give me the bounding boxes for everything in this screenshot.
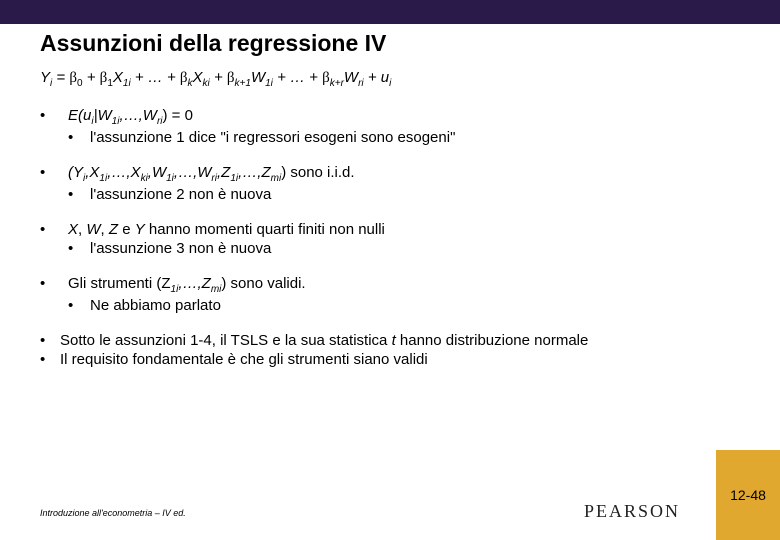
slide-content: Assunzioni della regressione IV Yi = β0 … (0, 24, 780, 368)
top-band (0, 0, 780, 24)
assumption-1-text: E(ui|W1i,…,Wri (68, 107, 163, 124)
list-item: l'assunzione 3 non è nuova (68, 240, 740, 257)
page-title: Assunzioni della regressione IV (40, 30, 740, 57)
page-number-box: 12-48 (716, 450, 780, 540)
list-item: Sotto le assunzioni 1-4, il TSLS e la su… (40, 332, 740, 349)
list-item: Il requisito fondamentale è che gli stru… (40, 351, 740, 368)
assumption-list: E(ui|W1i,…,Wri) = 0 l'assunzione 1 dice … (40, 107, 740, 314)
list-item: l'assunzione 1 dice "i regressori esogen… (68, 129, 740, 146)
assumption-2-text: (Yi,X1i,…,Xki,W1i,…,Wri,Z1i,…,Zmi) sono … (68, 164, 355, 181)
assumption-4-text: Gli strumenti (Z1i,…,Zmi) sono validi. (68, 275, 306, 292)
publisher-logo: PEARSON (584, 501, 680, 522)
page-number: 12-48 (730, 487, 766, 503)
conclusion-block: Sotto le assunzioni 1-4, il TSLS e la su… (40, 332, 740, 368)
list-item: E(ui|W1i,…,Wri) = 0 l'assunzione 1 dice … (40, 107, 740, 146)
model-equation: Yi = β0 + β1X1i + … + βkXki + βk+1W1i + … (40, 69, 740, 89)
list-item: X, W, Z e Y hanno momenti quarti finiti … (40, 221, 740, 257)
list-item: Ne abbiamo parlato (68, 297, 740, 314)
list-item: (Yi,X1i,…,Xki,W1i,…,Wri,Z1i,…,Zmi) sono … (40, 164, 740, 203)
footer-source: Introduzione all'econometria – IV ed. (40, 508, 186, 518)
list-item: Gli strumenti (Z1i,…,Zmi) sono validi. N… (40, 275, 740, 314)
assumption-3-text: X, W, Z e Y hanno momenti quarti finiti … (68, 221, 385, 238)
list-item: l'assunzione 2 non è nuova (68, 186, 740, 203)
